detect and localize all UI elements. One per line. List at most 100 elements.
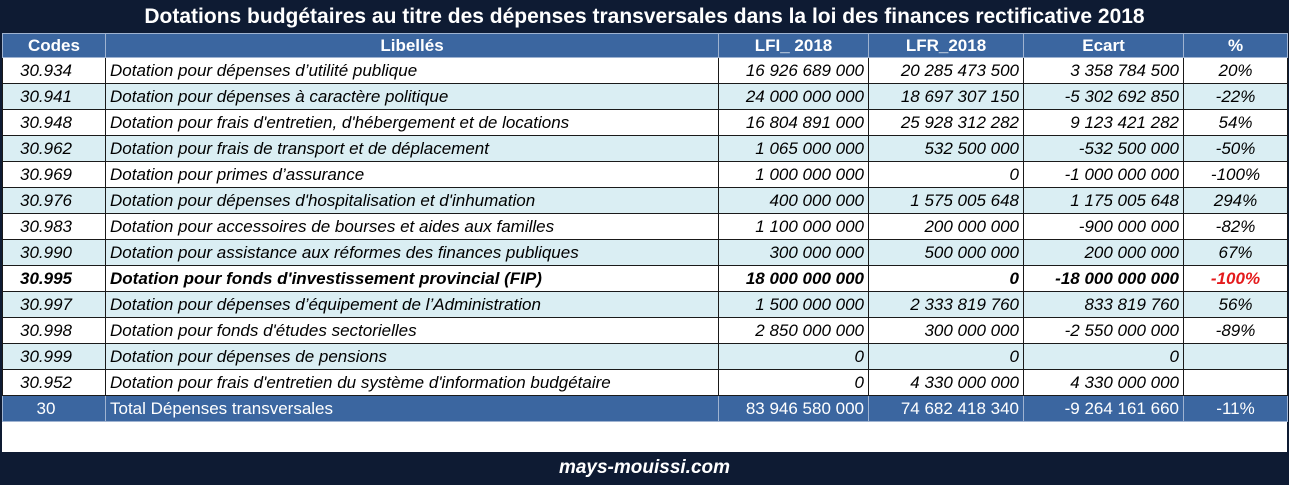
row-ecart: -532 500 000 (1023, 135, 1184, 162)
row-lfi: 1 100 000 000 (718, 213, 869, 240)
row-code: 30.952 (2, 369, 106, 396)
row-code: 30.941 (2, 83, 106, 110)
header-lfr: LFR_2018 (868, 33, 1024, 58)
total-pct: -11% (1183, 395, 1288, 422)
row-code: 30.999 (2, 343, 106, 370)
total-row: 30 Total Dépenses transversales 83 946 5… (2, 395, 1288, 422)
row-pct: -82% (1183, 213, 1288, 240)
total-ecart: -9 264 161 660 (1023, 395, 1184, 422)
row-lfr: 0 (868, 343, 1024, 370)
total-label: Total Dépenses transversales (105, 395, 719, 422)
row-ecart: -1 000 000 000 (1023, 161, 1184, 188)
table-row: 30.998 Dotation pour fonds d'études sect… (2, 317, 1288, 344)
row-label: Dotation pour assistance aux réformes de… (105, 239, 719, 266)
header-codes: Codes (2, 33, 106, 58)
total-lfr: 74 682 418 340 (868, 395, 1024, 422)
row-lfr: 500 000 000 (868, 239, 1024, 266)
table-row: 30.983 Dotation pour accessoires de bour… (2, 213, 1288, 240)
row-ecart: 4 330 000 000 (1023, 369, 1184, 396)
table-row: 30.997 Dotation pour dépenses d’équipeme… (2, 291, 1288, 318)
table-row: 30.934 Dotation pour dépenses d’utilité … (2, 57, 1288, 84)
row-label: Dotation pour dépenses de pensions (105, 343, 719, 370)
row-code: 30.990 (2, 239, 106, 266)
table-row: 30.948 Dotation pour frais d'entretien, … (2, 109, 1288, 136)
header-ecart: Ecart (1023, 33, 1184, 58)
total-code: 30 (2, 395, 106, 422)
row-label: Dotation pour dépenses d’utilité publiqu… (105, 57, 719, 84)
row-label: Dotation pour frais d'entretien, d'héber… (105, 109, 719, 136)
row-ecart: -18 000 000 000 (1023, 265, 1184, 292)
row-lfi: 0 (718, 369, 869, 396)
row-pct: 67% (1183, 239, 1288, 266)
row-lfr: 20 285 473 500 (868, 57, 1024, 84)
row-code: 30.976 (2, 187, 106, 214)
table-row-highlight: 30.995 Dotation pour fonds d'investissem… (2, 265, 1288, 292)
header-lfi: LFI_ 2018 (718, 33, 869, 58)
table-row: 30.941 Dotation pour dépenses à caractèr… (2, 83, 1288, 110)
row-pct: -50% (1183, 135, 1288, 162)
source-footer: mays-mouissi.com (2, 452, 1287, 485)
row-label: Dotation pour fonds d'études sectorielle… (105, 317, 719, 344)
row-label: Dotation pour dépenses à caractère polit… (105, 83, 719, 110)
row-pct: 20% (1183, 57, 1288, 84)
row-code: 30.962 (2, 135, 106, 162)
row-ecart: 9 123 421 282 (1023, 109, 1184, 136)
table-row: 30.969 Dotation pour primes d’assurance … (2, 161, 1288, 188)
table-row: 30.990 Dotation pour assistance aux réfo… (2, 239, 1288, 266)
row-ecart: 200 000 000 (1023, 239, 1184, 266)
row-lfr: 2 333 819 760 (868, 291, 1024, 318)
row-lfr: 1 575 005 648 (868, 187, 1024, 214)
header-libelles: Libellés (105, 33, 719, 58)
row-lfi: 0 (718, 343, 869, 370)
row-ecart: 0 (1023, 343, 1184, 370)
row-code: 30.948 (2, 109, 106, 136)
table-row: 30.962 Dotation pour frais de transport … (2, 135, 1288, 162)
row-lfi: 1 500 000 000 (718, 291, 869, 318)
row-lfr: 200 000 000 (868, 213, 1024, 240)
total-lfi: 83 946 580 000 (718, 395, 869, 422)
row-ecart: 1 175 005 648 (1023, 187, 1184, 214)
row-lfr: 4 330 000 000 (868, 369, 1024, 396)
table-row: 30.999 Dotation pour dépenses de pension… (2, 343, 1288, 370)
row-code: 30.995 (2, 265, 106, 292)
row-lfi: 400 000 000 (718, 187, 869, 214)
row-pct: -89% (1183, 317, 1288, 344)
table-row: 30.952 Dotation pour frais d'entretien d… (2, 369, 1288, 396)
row-lfi: 1 065 000 000 (718, 135, 869, 162)
row-pct: 294% (1183, 187, 1288, 214)
budget-table: Codes Libellés LFI_ 2018 LFR_2018 Ecart … (2, 33, 1288, 422)
row-pct (1183, 343, 1288, 370)
row-lfi: 2 850 000 000 (718, 317, 869, 344)
row-label: Dotation pour frais d'entretien du systè… (105, 369, 719, 396)
row-ecart: 833 819 760 (1023, 291, 1184, 318)
row-ecart: -5 302 692 850 (1023, 83, 1184, 110)
row-ecart: -900 000 000 (1023, 213, 1184, 240)
row-lfi: 24 000 000 000 (718, 83, 869, 110)
row-label: Dotation pour accessoires de bourses et … (105, 213, 719, 240)
row-label: Dotation pour dépenses d'hospitalisation… (105, 187, 719, 214)
row-pct: -22% (1183, 83, 1288, 110)
row-pct: -100% (1183, 265, 1288, 292)
row-lfr: 25 928 312 282 (868, 109, 1024, 136)
header-pct: % (1183, 33, 1288, 58)
row-label: Dotation pour fonds d'investissement pro… (105, 265, 719, 292)
row-ecart: -2 550 000 000 (1023, 317, 1184, 344)
row-pct: -100% (1183, 161, 1288, 188)
row-lfi: 1 000 000 000 (718, 161, 869, 188)
row-code: 30.997 (2, 291, 106, 318)
row-lfr: 18 697 307 150 (868, 83, 1024, 110)
row-ecart: 3 358 784 500 (1023, 57, 1184, 84)
row-lfr: 300 000 000 (868, 317, 1024, 344)
row-code: 30.934 (2, 57, 106, 84)
row-pct: 56% (1183, 291, 1288, 318)
row-lfr: 532 500 000 (868, 135, 1024, 162)
row-pct: 54% (1183, 109, 1288, 136)
row-code: 30.969 (2, 161, 106, 188)
header-row: Codes Libellés LFI_ 2018 LFR_2018 Ecart … (2, 33, 1288, 58)
row-lfi: 16 804 891 000 (718, 109, 869, 136)
row-code: 30.983 (2, 213, 106, 240)
table-row: 30.976 Dotation pour dépenses d'hospital… (2, 187, 1288, 214)
row-lfi: 300 000 000 (718, 239, 869, 266)
row-label: Dotation pour dépenses d’équipement de l… (105, 291, 719, 318)
